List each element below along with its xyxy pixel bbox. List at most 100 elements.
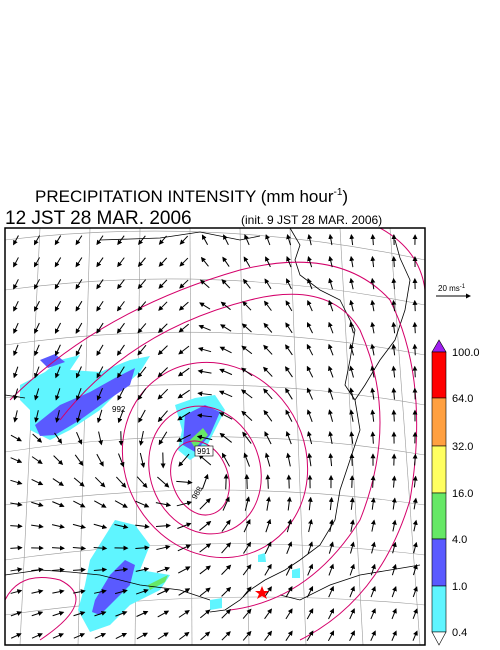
wind-arrow [114,523,129,530]
wind-arrow [179,279,189,289]
wind-arrow [370,255,376,268]
wind-arrow [75,322,83,334]
wind-arrow [31,589,44,595]
contour-label: 992 [112,405,126,414]
wind-arrow [114,589,128,595]
wind-arrow [412,365,418,378]
wind-arrow [31,456,43,464]
wind-arrow [31,478,44,486]
wind-arrow [221,564,232,575]
wind-arrow [93,545,108,551]
wind-arrow [178,301,189,311]
wind-arrow [218,412,233,420]
wind-arrow [263,409,273,422]
wind-arrow [200,256,209,267]
wind-arrow [286,233,292,246]
wind-arrow [349,541,355,554]
wind-arrow [307,255,313,268]
wind-arrow [72,523,87,530]
wind-arrow [307,452,313,467]
wind-arrow [284,366,293,378]
wind-arrow [412,630,418,641]
wind-arrow [96,366,104,379]
wind-arrow [73,500,86,508]
wind-arrow [10,633,22,639]
wind-arrow [264,541,272,554]
wind-arrow [370,475,376,488]
wind-arrow [328,233,334,246]
wind-arrow [136,476,148,489]
wind-arrow [328,541,334,554]
wind-arrow [54,432,63,444]
wind-arrow [75,388,82,401]
wind-arrow [391,343,397,356]
wind-arrow [370,630,376,642]
wind-arrow [157,367,169,378]
wind-arrow [265,496,271,511]
wind-arrow [73,477,85,487]
wind-arrow [220,324,232,332]
wind-arrow [93,567,108,573]
wind-arrow [307,233,313,246]
wind-arrow [221,586,232,597]
wind-arrow [10,523,23,529]
wind-arrow [178,345,190,355]
wind-arrow [136,610,149,617]
wind-arrow [54,322,62,334]
wind-arrow [285,344,293,356]
wind-arrow [349,255,355,268]
wind-arrow [349,630,355,642]
wind-arrow [264,608,273,620]
wind-arrow [33,279,40,290]
wind-arrow [328,496,334,511]
wind-arrow [285,608,293,620]
wind-arrow [221,631,231,641]
wind-arrow [349,387,355,400]
wind-arrow [75,257,83,268]
wind-arrow [285,387,293,400]
wind-arrow [10,545,23,551]
wind-arrow [96,409,103,424]
wind-arrow [73,589,86,595]
wind-arrow [263,322,273,333]
wind-arrow [93,523,108,530]
wind-arrow [285,585,293,598]
wind-arrow [157,588,170,596]
wind-arrow [242,586,252,598]
wind-arrow [221,542,232,554]
wind-arrow [114,567,129,573]
wind-arrow [391,541,397,554]
wind-arrow [74,454,84,466]
wind-arrow [135,523,150,529]
wind-arrow [349,321,355,334]
wind-arrow [117,235,125,246]
colorbar-label: 1.0 [452,581,467,593]
wind-arrow [198,454,212,466]
wind-arrow [52,589,65,595]
wind-arrow [263,366,273,377]
wind-arrow [219,368,233,376]
wind-arrow [137,279,147,290]
wind-arrow [157,323,168,333]
colorbar-label: 64.0 [452,393,473,405]
wind-arrow [198,324,211,331]
wind-arrow [115,632,128,639]
wind-arrow [241,367,253,377]
wind-arrow [370,365,376,378]
wind-arrow [178,588,191,596]
wind-arrow [94,476,106,488]
wind-arrow [391,475,397,488]
wind-arrow [138,430,144,446]
wind-arrow [135,588,149,595]
wind-arrow [221,609,231,619]
wind-arrow [308,519,313,533]
wind-arrow [34,410,40,423]
wind-arrow [177,411,191,421]
wind-arrow [158,257,168,267]
colorbar [431,339,447,646]
wind-arrow [412,475,418,488]
wind-arrow [391,563,397,576]
wind-arrow [31,501,44,507]
wind-arrow [98,431,104,446]
wind-arrow [52,567,65,573]
